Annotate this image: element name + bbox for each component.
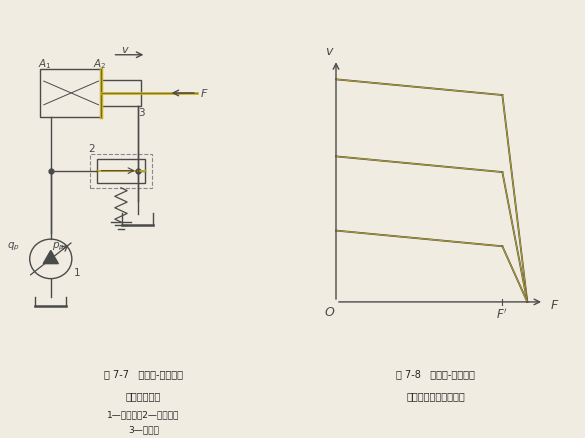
- Bar: [40, 70, 101, 117]
- Text: $A_2$: $A_2$: [93, 57, 106, 71]
- Text: $F'$: $F'$: [496, 307, 508, 321]
- Bar: [101, 81, 140, 107]
- Text: 3—液压缸: 3—液压缸: [128, 424, 159, 434]
- Text: $A_1$: $A_1$: [39, 57, 52, 71]
- Text: 1: 1: [74, 267, 81, 277]
- Polygon shape: [43, 251, 59, 264]
- Text: 2: 2: [89, 144, 95, 154]
- Bar: [90, 154, 152, 188]
- Text: $v$: $v$: [121, 45, 130, 55]
- Text: $p_p$: $p_p$: [52, 240, 65, 252]
- Text: $q_p$: $q_p$: [7, 240, 20, 252]
- Text: $F$: $F$: [550, 298, 559, 311]
- Text: 3: 3: [138, 108, 144, 118]
- Text: $v$: $v$: [325, 45, 335, 57]
- Text: 1—液压泵；2—溢流阀；: 1—液压泵；2—溢流阀；: [107, 409, 180, 418]
- Text: 图 7-8   变量泵-液压缸式: 图 7-8 变量泵-液压缸式: [397, 369, 475, 379]
- Text: $F$: $F$: [199, 87, 208, 99]
- Bar: [97, 159, 145, 183]
- Text: 容积调速回路特性曲线: 容积调速回路特性曲线: [407, 391, 465, 401]
- Text: 图 7-7   变量泵-液压缸式: 图 7-7 变量泵-液压缸式: [104, 369, 183, 379]
- Text: 容积调速回路: 容积调速回路: [126, 391, 161, 401]
- Text: $O$: $O$: [324, 305, 335, 318]
